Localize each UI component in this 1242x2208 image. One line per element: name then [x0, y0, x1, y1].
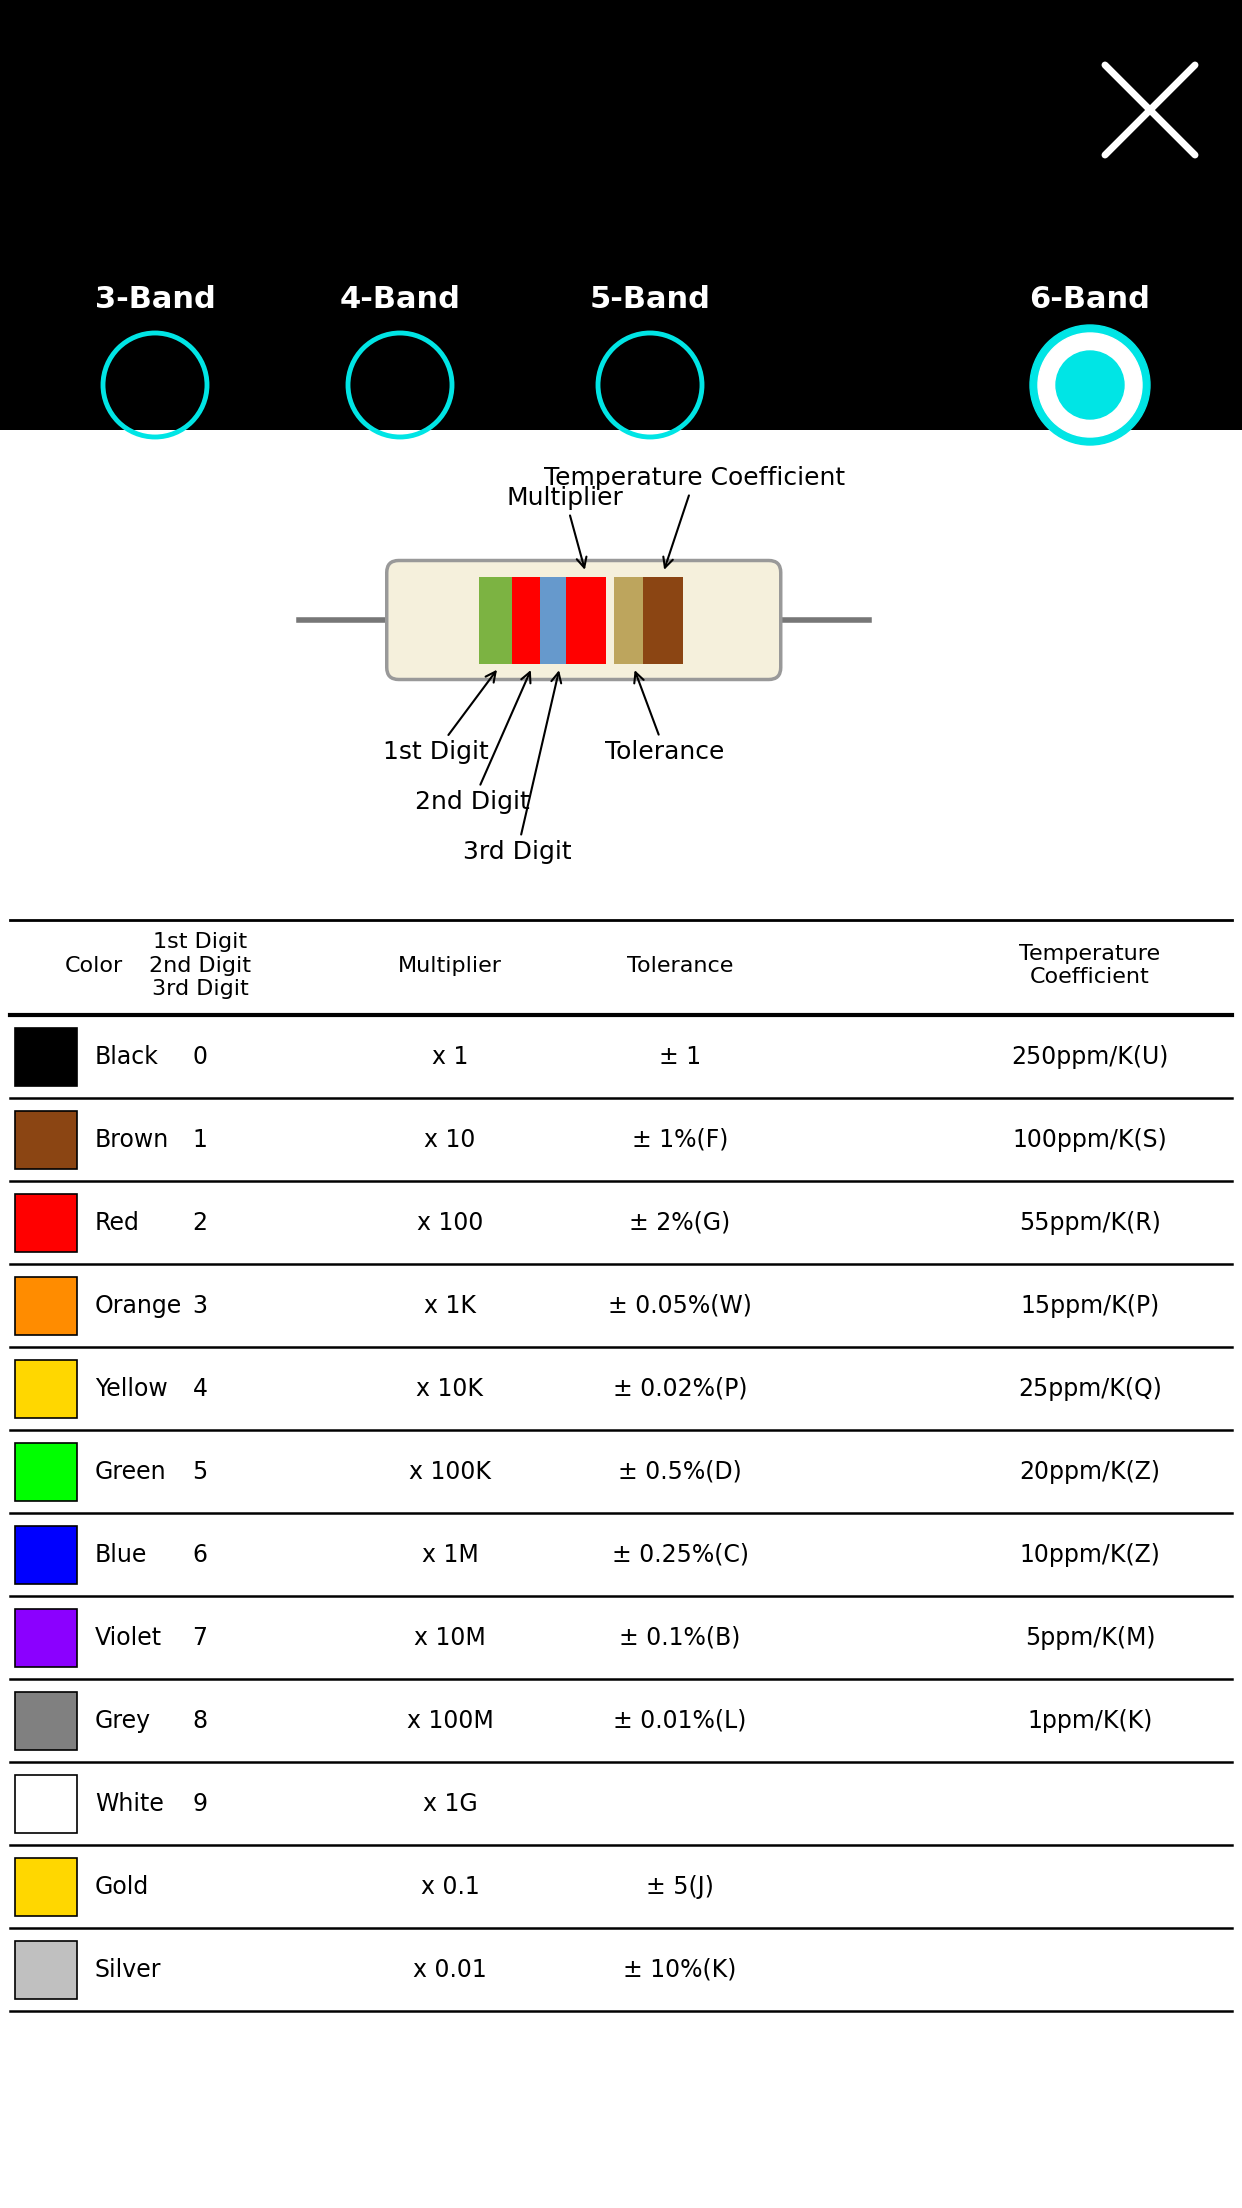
Text: 5-Band: 5-Band — [590, 285, 710, 314]
Text: 7: 7 — [193, 1625, 207, 1649]
Text: 3-Band: 3-Band — [94, 285, 215, 314]
Text: x 10K: x 10K — [416, 1378, 483, 1400]
Text: 2: 2 — [193, 1210, 207, 1234]
FancyBboxPatch shape — [386, 561, 781, 680]
Text: ± 0.01%(L): ± 0.01%(L) — [614, 1709, 746, 1733]
Text: Violet: Violet — [94, 1625, 163, 1649]
Bar — [565, 576, 606, 662]
Text: 6-Band: 6-Band — [1030, 285, 1150, 314]
Text: Silver: Silver — [94, 1958, 161, 1983]
Text: 9: 9 — [193, 1793, 207, 1815]
Text: x 1: x 1 — [432, 1044, 468, 1069]
Bar — [15, 1691, 77, 1751]
Text: 2nd Digit: 2nd Digit — [415, 671, 530, 815]
Text: ± 0.25%(C): ± 0.25%(C) — [611, 1543, 749, 1568]
Bar — [15, 1857, 77, 1917]
Bar — [0, 431, 1242, 2208]
Text: Blue: Blue — [94, 1543, 148, 1568]
Text: 0: 0 — [193, 1044, 207, 1069]
Text: x 10: x 10 — [425, 1128, 476, 1153]
Text: 1st Digit
2nd Digit
3rd Digit: 1st Digit 2nd Digit 3rd Digit — [149, 932, 251, 998]
Text: Gold: Gold — [94, 1875, 149, 1899]
Text: 25ppm/K(Q): 25ppm/K(Q) — [1018, 1378, 1163, 1400]
Text: 3rd Digit: 3rd Digit — [463, 673, 571, 863]
Bar — [15, 1360, 77, 1418]
Text: x 0.01: x 0.01 — [414, 1958, 487, 1983]
Text: Black: Black — [94, 1044, 159, 1069]
Text: ± 10%(K): ± 10%(K) — [623, 1958, 737, 1983]
Bar — [512, 576, 551, 662]
Text: 1: 1 — [193, 1128, 207, 1153]
Text: 5: 5 — [193, 1459, 207, 1484]
Text: Tolerance: Tolerance — [605, 671, 725, 764]
Text: Yellow: Yellow — [94, 1378, 168, 1400]
Text: Green: Green — [94, 1459, 166, 1484]
Text: x 0.1: x 0.1 — [421, 1875, 479, 1899]
Text: Grey: Grey — [94, 1709, 152, 1733]
Text: 55ppm/K(R): 55ppm/K(R) — [1020, 1210, 1161, 1234]
Text: 15ppm/K(P): 15ppm/K(P) — [1021, 1294, 1160, 1318]
Bar — [15, 1029, 77, 1086]
Text: ± 1%(F): ± 1%(F) — [632, 1128, 728, 1153]
Bar — [15, 1276, 77, 1336]
Text: 4-Band: 4-Band — [339, 285, 461, 314]
Bar — [478, 576, 519, 662]
Text: White: White — [94, 1793, 164, 1815]
Text: 8: 8 — [193, 1709, 207, 1733]
Text: 4: 4 — [193, 1378, 207, 1400]
Text: ± 2%(G): ± 2%(G) — [630, 1210, 730, 1234]
Text: 5ppm/K(M): 5ppm/K(M) — [1025, 1625, 1155, 1649]
Text: 20ppm/K(Z): 20ppm/K(Z) — [1020, 1459, 1160, 1484]
Bar — [15, 1111, 77, 1168]
Text: x 10M: x 10M — [414, 1625, 486, 1649]
Text: 3: 3 — [193, 1294, 207, 1318]
Text: x 100: x 100 — [417, 1210, 483, 1234]
Text: x 1G: x 1G — [422, 1793, 477, 1815]
Circle shape — [1056, 351, 1124, 420]
Text: ± 0.5%(D): ± 0.5%(D) — [619, 1459, 741, 1484]
Text: 10ppm/K(Z): 10ppm/K(Z) — [1020, 1543, 1160, 1568]
Circle shape — [1030, 325, 1150, 446]
Text: Multiplier: Multiplier — [507, 486, 623, 567]
Bar — [15, 1444, 77, 1501]
Bar — [15, 1610, 77, 1667]
Bar — [15, 1775, 77, 1833]
Text: ± 0.02%(P): ± 0.02%(P) — [612, 1378, 748, 1400]
Text: x 1M: x 1M — [421, 1543, 478, 1568]
Circle shape — [1038, 333, 1141, 437]
Text: Tolerance: Tolerance — [627, 956, 733, 976]
Text: 250ppm/K(U): 250ppm/K(U) — [1011, 1044, 1169, 1069]
Text: 100ppm/K(S): 100ppm/K(S) — [1012, 1128, 1167, 1153]
Bar — [614, 576, 653, 662]
Text: 6: 6 — [193, 1543, 207, 1568]
Bar — [643, 576, 683, 662]
Text: Temperature Coefficient: Temperature Coefficient — [544, 466, 846, 567]
Text: ± 5(J): ± 5(J) — [646, 1875, 714, 1899]
Bar — [15, 1941, 77, 1998]
Text: 1st Digit: 1st Digit — [383, 671, 496, 764]
Text: x 100K: x 100K — [409, 1459, 491, 1484]
Text: Orange: Orange — [94, 1294, 183, 1318]
Text: Temperature
Coefficient: Temperature Coefficient — [1020, 945, 1160, 987]
Text: 1ppm/K(K): 1ppm/K(K) — [1027, 1709, 1153, 1733]
Bar — [540, 576, 580, 662]
Bar — [15, 1526, 77, 1583]
Bar — [15, 1195, 77, 1252]
Text: ± 0.05%(W): ± 0.05%(W) — [609, 1294, 751, 1318]
Text: ± 1: ± 1 — [660, 1044, 700, 1069]
Text: Red: Red — [94, 1210, 140, 1234]
Text: x 100M: x 100M — [406, 1709, 493, 1733]
Text: ± 0.1%(B): ± 0.1%(B) — [620, 1625, 740, 1649]
Text: Brown: Brown — [94, 1128, 169, 1153]
Text: Multiplier: Multiplier — [397, 956, 502, 976]
Text: x 1K: x 1K — [424, 1294, 476, 1318]
Text: Color: Color — [65, 956, 123, 976]
